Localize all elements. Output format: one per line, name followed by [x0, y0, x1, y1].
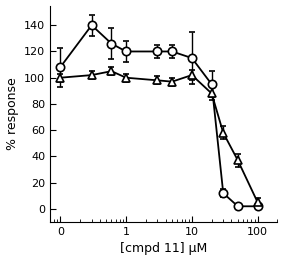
Y-axis label: % response: % response: [6, 78, 19, 150]
X-axis label: [cmpd 11] μM: [cmpd 11] μM: [120, 242, 207, 256]
